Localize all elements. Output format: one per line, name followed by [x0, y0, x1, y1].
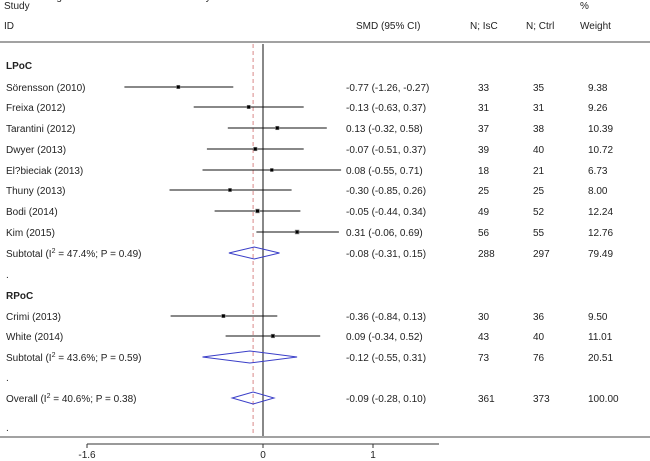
- n-ctrl-value: 373: [533, 394, 550, 405]
- ci-value: -0.13 (-0.63, 0.37): [346, 103, 426, 114]
- study-label: White (2014): [6, 332, 63, 343]
- weight-value: 6.73: [588, 166, 608, 177]
- ci-value: 0.09 (-0.34, 0.52): [346, 332, 423, 343]
- weight-value: 9.26: [588, 103, 608, 114]
- header-study: Study: [4, 1, 30, 12]
- n-ctrl-value: 31: [533, 103, 545, 114]
- spacer-dot: .: [6, 270, 9, 281]
- group-label: LPoC: [6, 61, 32, 72]
- n-isc-value: 43: [478, 332, 490, 343]
- table-header: Study ID SMD (95% CI) N; IsC N; Ctrl % W…: [4, 1, 611, 32]
- study-label: Crimi (2013): [6, 312, 61, 323]
- weight-value: 100.00: [588, 394, 619, 405]
- n-ctrl-value: 297: [533, 249, 550, 260]
- n-isc-value: 49: [478, 207, 490, 218]
- study-label: Tarantini (2012): [6, 124, 75, 135]
- x-tick-label: 0: [260, 450, 266, 461]
- summary-diamond: [202, 350, 298, 364]
- point-estimate: [176, 85, 180, 89]
- spacer-dot: .: [6, 373, 9, 384]
- study-label: Kim (2015): [6, 228, 55, 239]
- study-label: Freixa (2012): [6, 103, 65, 114]
- weight-value: 79.49: [588, 249, 613, 260]
- n-ctrl-value: 36: [533, 312, 545, 323]
- n-ctrl-value: 52: [533, 207, 545, 218]
- point-estimate: [256, 209, 259, 213]
- summary-label: Subtotal (I2 = 43.6%; P = 0.59): [6, 352, 142, 364]
- n-isc-value: 73: [478, 353, 490, 364]
- ci-value: -0.08 (-0.31, 0.15): [346, 249, 426, 260]
- weight-value: 12.24: [588, 207, 613, 218]
- weight-value: 10.39: [588, 124, 613, 135]
- point-estimate: [253, 147, 257, 151]
- weight-value: 9.50: [588, 312, 608, 323]
- header-n-isc: N; IsC: [470, 21, 498, 32]
- ci-value: 0.13 (-0.32, 0.58): [346, 124, 423, 135]
- ci-value: -0.36 (-0.84, 0.13): [346, 312, 426, 323]
- point-estimate: [271, 334, 275, 338]
- study-label: Dwyer (2013): [6, 145, 66, 156]
- n-isc-value: 31: [478, 103, 490, 114]
- ci-value: 0.08 (-0.55, 0.71): [346, 166, 423, 177]
- study-label: Bodi (2014): [6, 207, 58, 218]
- n-ctrl-value: 38: [533, 124, 545, 135]
- ci-value: -0.30 (-0.85, 0.26): [346, 186, 426, 197]
- ci-value: -0.77 (-1.26, -0.27): [346, 83, 429, 94]
- weight-value: 9.38: [588, 83, 608, 94]
- ci-value: -0.09 (-0.28, 0.10): [346, 394, 426, 405]
- ci-value: -0.07 (-0.51, 0.37): [346, 145, 426, 156]
- n-isc-value: 25: [478, 186, 490, 197]
- n-ctrl-value: 21: [533, 166, 545, 177]
- study-label: Sörensson (2010): [6, 83, 86, 94]
- n-ctrl-value: 35: [533, 83, 545, 94]
- summary-label: Subtotal (I2 = 47.4%; P = 0.49): [6, 248, 142, 260]
- point-estimate: [228, 188, 232, 192]
- header-weight: Weight: [580, 21, 611, 32]
- n-isc-value: 18: [478, 166, 490, 177]
- n-ctrl-value: 76: [533, 353, 545, 364]
- weight-value: 20.51: [588, 353, 613, 364]
- n-ctrl-value: 25: [533, 186, 545, 197]
- summary-diamond: [230, 391, 276, 405]
- n-isc-value: 33: [478, 83, 490, 94]
- weights-note: NOTE: Weights are from random effects an…: [6, 0, 223, 3]
- header-percent: %: [580, 1, 589, 12]
- n-isc-value: 288: [478, 249, 495, 260]
- spacer-dot: .: [6, 423, 9, 434]
- weight-value: 8.00: [588, 186, 608, 197]
- summary-diamond: [228, 246, 280, 260]
- group-label: RPoC: [6, 291, 33, 302]
- study-label: El?bieciak (2013): [6, 166, 83, 177]
- n-ctrl-value: 55: [533, 228, 545, 239]
- ci-value: 0.31 (-0.06, 0.69): [346, 228, 423, 239]
- study-label: Thuny (2013): [6, 186, 65, 197]
- header-n-ctrl: N; Ctrl: [526, 21, 554, 32]
- header-smd: SMD (95% CI): [356, 21, 420, 32]
- point-estimate: [221, 314, 225, 318]
- n-isc-value: 39: [478, 145, 490, 156]
- point-estimate: [275, 126, 279, 130]
- ci-value: -0.12 (-0.55, 0.31): [346, 353, 426, 364]
- n-isc-value: 30: [478, 312, 490, 323]
- x-tick-label: 1: [370, 450, 376, 461]
- weight-value: 12.76: [588, 228, 613, 239]
- point-estimate: [295, 230, 299, 234]
- n-isc-value: 37: [478, 124, 490, 135]
- ci-value: -0.05 (-0.44, 0.34): [346, 207, 426, 218]
- point-estimate: [247, 105, 251, 109]
- summary-label: Overall (I2 = 40.6%; P = 0.38): [6, 393, 136, 405]
- header-id: ID: [4, 21, 14, 32]
- n-ctrl-value: 40: [533, 332, 545, 343]
- weight-value: 10.72: [588, 145, 613, 156]
- n-isc-value: 56: [478, 228, 490, 239]
- n-ctrl-value: 40: [533, 145, 545, 156]
- n-isc-value: 361: [478, 394, 495, 405]
- weight-value: 11.01: [588, 332, 613, 343]
- point-estimate: [270, 168, 274, 172]
- x-tick-label: -1.6: [78, 450, 96, 461]
